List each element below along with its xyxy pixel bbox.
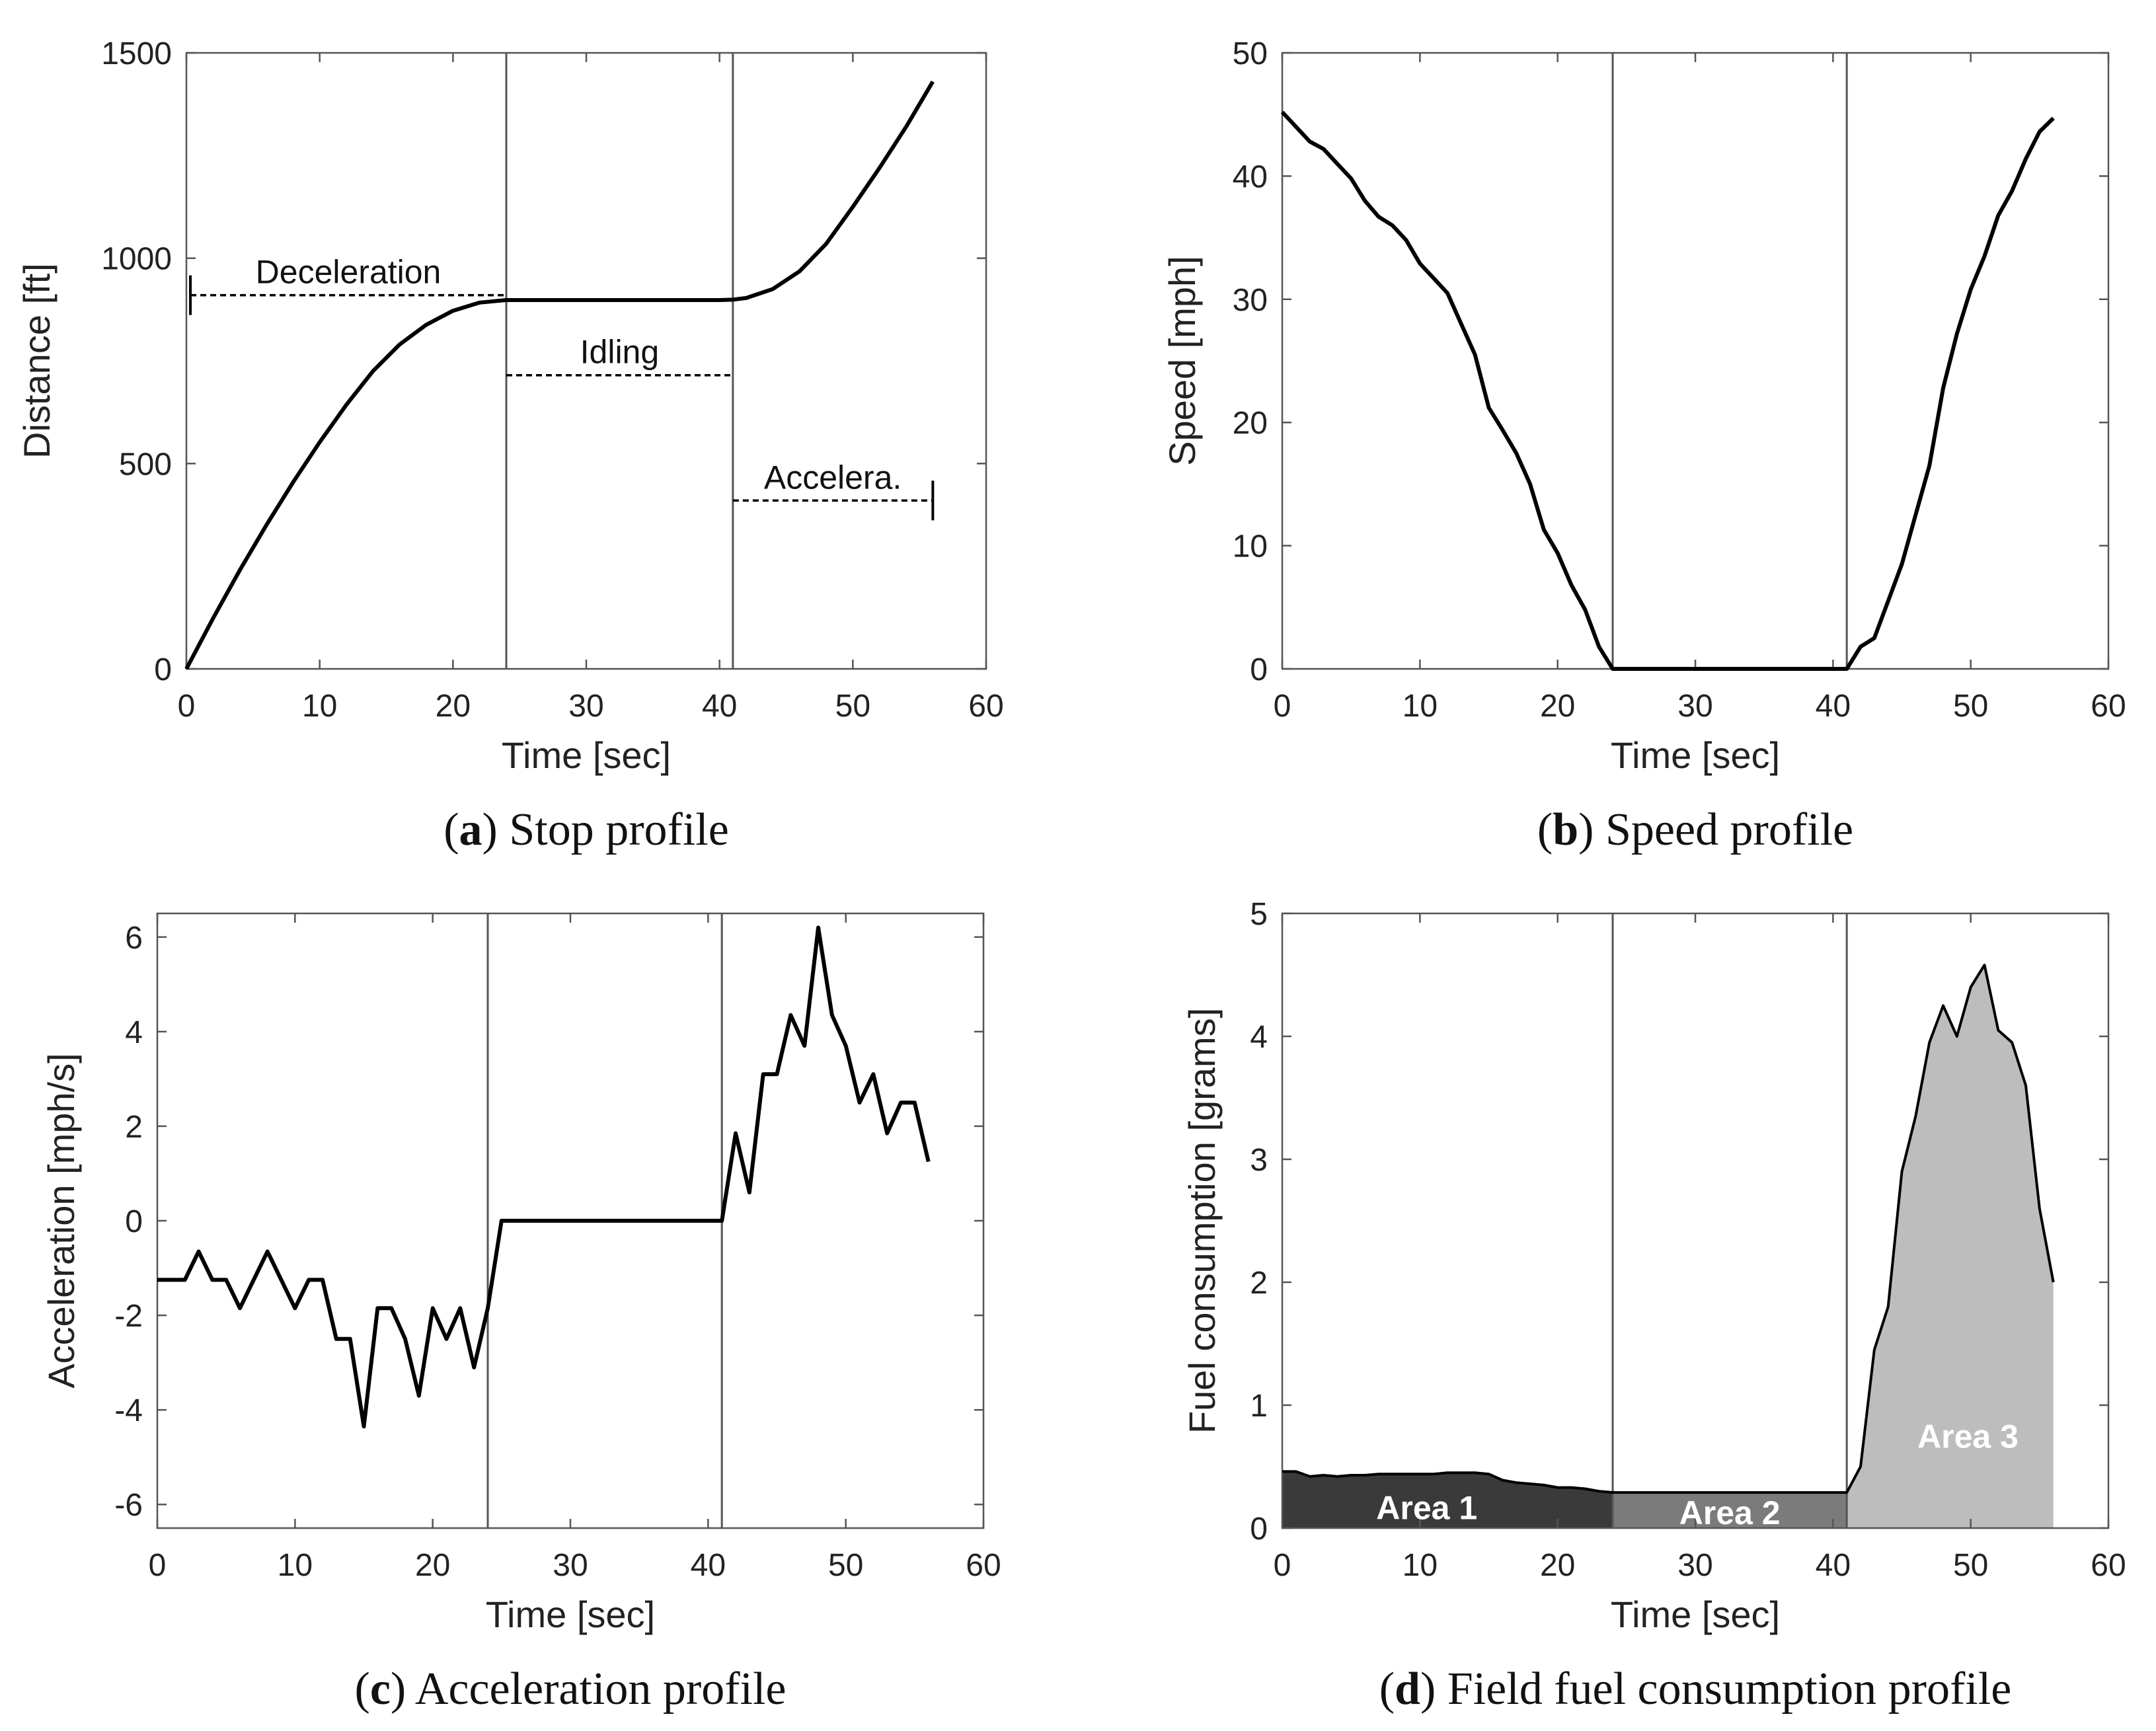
caption-close-paren: ) (391, 1664, 415, 1714)
y-tick-label: 2 (125, 1110, 143, 1145)
y-tick-label: 0 (1250, 652, 1268, 687)
y-axis-label: Distance [ft] (16, 263, 58, 459)
caption-text: Speed profile (1605, 804, 1853, 855)
y-tick-label: 10 (1233, 529, 1268, 564)
annotation-label: Accelera. (764, 459, 902, 496)
x-tick-label: 50 (828, 1548, 863, 1583)
x-tick-label: 0 (149, 1548, 167, 1583)
y-tick-label: 40 (1233, 159, 1268, 194)
caption-close-paren: ) (1420, 1664, 1447, 1714)
area-label: Area 1 (1376, 1489, 1477, 1526)
panel-b-speed-profile: 0 10 20 30 40 50 60 0 10 20 30 40 50 Time [sec] Speed … (1161, 36, 2126, 855)
area-fill-3 (1847, 965, 2054, 1528)
y-tick-label: 0 (154, 652, 172, 687)
area-fill-1 (1282, 1471, 1613, 1528)
y-tick-label: 6 (125, 921, 143, 956)
panel-caption: (d) Field fuel consumption profile (1379, 1664, 2012, 1714)
y-tick-label: 4 (125, 1015, 143, 1050)
y-tick-label: 0 (125, 1204, 143, 1239)
y-tick-label: 1 (1250, 1389, 1268, 1424)
y-axis-label: Acceleration [mph/s] (40, 1053, 82, 1388)
annotation-label: Deceleration (256, 254, 442, 291)
caption-letter: d (1395, 1664, 1420, 1714)
y-tick-label: 30 (1233, 283, 1268, 318)
annotation-label: Idling (580, 334, 660, 371)
y-tick-label: 50 (1233, 36, 1268, 71)
y-axis-label: Fuel consumption [grams] (1181, 1008, 1223, 1434)
panel-caption: (a) Stop profile (443, 804, 729, 855)
x-tick-label: 60 (2091, 689, 2126, 724)
series-line (1280, 110, 2055, 671)
x-tick-label: 20 (415, 1548, 450, 1583)
y-tick-label: 1500 (101, 36, 172, 71)
caption-open-paren: ( (1379, 1664, 1395, 1714)
y-tick-label: -6 (114, 1488, 143, 1523)
caption-letter: c (370, 1664, 391, 1714)
caption-open-paren: ( (1537, 804, 1553, 855)
series-line (184, 80, 935, 670)
area-fill-2 (1613, 1492, 1847, 1528)
x-tick-label: 20 (1540, 689, 1575, 724)
plot-area-frame (1281, 52, 2110, 670)
y-tick-label: -2 (114, 1299, 143, 1334)
x-tick-label: 20 (436, 689, 471, 724)
x-tick-label: 60 (966, 1548, 1001, 1583)
x-tick-label: 40 (691, 1548, 726, 1583)
x-tick-label: 60 (968, 689, 1003, 724)
y-tick-label: 0 (1250, 1512, 1268, 1547)
caption-text: Field fuel consumption profile (1447, 1664, 2011, 1714)
panel-c-acceleration-profile: 0 10 20 30 40 50 60 -6 -4 -2 0 2 4 6 Time [sec] Acceler… (40, 912, 1001, 1714)
y-axis-label: Speed [mph] (1161, 256, 1203, 466)
x-tick-label: 40 (1816, 1548, 1851, 1583)
caption-close-paren: ) (482, 804, 510, 855)
panel-d-fuel-consumption-profile: 0 10 20 30 40 50 60 0 1 2 3 4 5 Area 1 Area 2 Area 3 Tim… (1181, 897, 2126, 1714)
area-label: Area 2 (1679, 1494, 1781, 1531)
y-tick-label: 5 (1250, 897, 1268, 932)
x-tick-label: 30 (1677, 689, 1713, 724)
x-tick-label: 20 (1540, 1548, 1575, 1583)
x-axis-label: Time [sec] (486, 1594, 655, 1635)
x-axis-label: Time [sec] (502, 734, 671, 776)
x-tick-label: 10 (1403, 689, 1438, 724)
caption-open-paren: ( (443, 804, 459, 855)
caption-letter: b (1553, 804, 1578, 855)
y-tick-label: -4 (114, 1393, 143, 1428)
panel-caption: (b) Speed profile (1537, 804, 1853, 855)
y-tick-label: 4 (1250, 1020, 1268, 1055)
x-tick-label: 10 (278, 1548, 313, 1583)
x-tick-label: 50 (1953, 1548, 1988, 1583)
caption-text: Acceleration profile (415, 1664, 787, 1714)
panel-a-stop-profile: 0 10 20 30 40 50 60 0 500 1000 1500 Deceleration Idl… (16, 36, 1004, 855)
y-tick-label: 3 (1250, 1143, 1268, 1178)
x-tick-label: 0 (1274, 689, 1291, 724)
x-tick-label: 50 (1953, 689, 1988, 724)
y-tick-label: 20 (1233, 406, 1268, 441)
x-tick-label: 10 (302, 689, 337, 724)
series-line (1282, 964, 2055, 1494)
y-tick-label: 1000 (101, 242, 172, 277)
area-label: Area 3 (1917, 1418, 2019, 1455)
x-tick-label: 50 (835, 689, 870, 724)
caption-text: Stop profile (509, 804, 728, 855)
caption-close-paren: ) (1578, 804, 1605, 855)
caption-open-paren: ( (355, 1664, 370, 1714)
x-tick-label: 60 (2091, 1548, 2126, 1583)
panel-caption: (c) Acceleration profile (355, 1664, 787, 1714)
x-axis-label: Time [sec] (1611, 734, 1780, 776)
x-tick-label: 30 (568, 689, 603, 724)
caption-letter: a (459, 804, 482, 855)
x-tick-label: 30 (553, 1548, 588, 1583)
x-tick-label: 30 (1677, 1548, 1713, 1583)
x-tick-label: 40 (702, 689, 737, 724)
y-tick-label: 500 (119, 447, 172, 482)
y-tick-label: 2 (1250, 1266, 1268, 1301)
x-tick-label: 10 (1403, 1548, 1438, 1583)
x-tick-label: 0 (178, 689, 196, 724)
x-tick-label: 40 (1816, 689, 1851, 724)
series-line (157, 925, 931, 1429)
x-tick-label: 0 (1274, 1548, 1291, 1583)
x-axis-label: Time [sec] (1611, 1594, 1780, 1635)
